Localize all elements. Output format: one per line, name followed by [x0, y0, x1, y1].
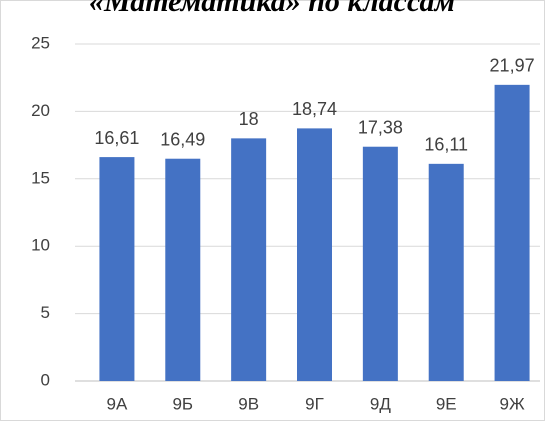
y-tick-label: 20	[31, 101, 50, 120]
y-tick-label: 10	[31, 236, 50, 255]
bar	[297, 128, 332, 381]
bar	[231, 138, 267, 381]
chart-title: «Математика» по классам	[89, 0, 455, 18]
y-tick-label: 15	[31, 168, 50, 187]
value-label: 16,61	[94, 128, 139, 148]
x-tick-label: 9Ж	[499, 394, 524, 413]
x-tick-label: 9Е	[436, 394, 457, 413]
x-tick-label: 9В	[238, 394, 259, 413]
bar	[428, 163, 464, 381]
value-label: 17,38	[358, 117, 403, 137]
value-label: 21,97	[490, 56, 535, 76]
value-label: 16,49	[160, 129, 205, 149]
x-tick-label: 9Д	[370, 394, 391, 413]
bar	[494, 84, 530, 382]
x-tick-label: 9Б	[172, 394, 193, 413]
bar	[99, 157, 135, 381]
x-tick-label: 9Г	[305, 394, 324, 413]
y-tick-label: 25	[31, 33, 50, 52]
x-tick-label: 9А	[107, 394, 128, 413]
bar	[165, 158, 201, 381]
y-tick-label: 5	[41, 303, 50, 322]
y-tick-label: 0	[41, 370, 50, 389]
value-label: 18,74	[292, 99, 337, 119]
bar	[362, 146, 398, 381]
value-label: 18	[239, 109, 259, 129]
value-label: 16,11	[424, 135, 468, 155]
